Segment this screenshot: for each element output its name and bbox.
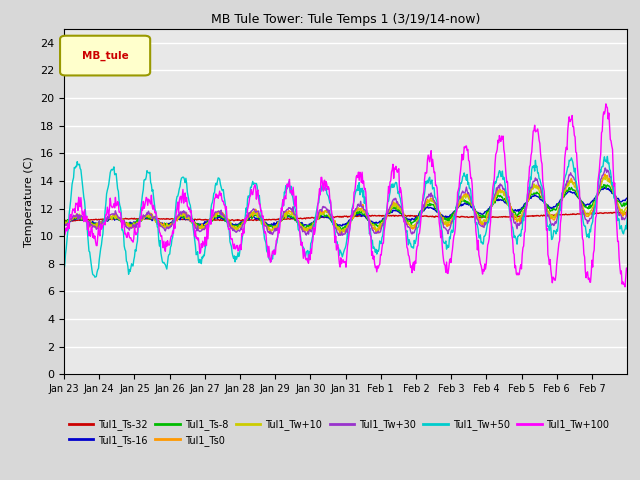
Tul1_Tw+10 bbox=[60, 222, 68, 228]
Tul1_Tw+10 bbox=[436, 213, 444, 218]
Tul1_Ts-32 bbox=[404, 213, 412, 218]
Line: Tul1_Tw+100: Tul1_Tw+100 bbox=[64, 104, 627, 287]
Tul1_Ts-32 bbox=[623, 210, 631, 216]
Tul1_Ts-16 bbox=[258, 218, 266, 224]
Tul1_Tw+100 bbox=[602, 101, 610, 107]
Tul1_Tw+10 bbox=[258, 221, 266, 227]
Tul1_Ts0 bbox=[126, 223, 134, 229]
Tul1_Ts-8 bbox=[404, 218, 412, 224]
Tul1_Tw+50 bbox=[404, 242, 412, 248]
Tul1_Tw+10 bbox=[337, 229, 345, 235]
Tul1_Ts-16 bbox=[404, 216, 412, 222]
Y-axis label: Temperature (C): Temperature (C) bbox=[24, 156, 35, 247]
Tul1_Ts0 bbox=[623, 207, 631, 213]
Tul1_Ts-16 bbox=[436, 211, 444, 216]
Tul1_Ts-8 bbox=[258, 219, 266, 225]
Tul1_Ts0 bbox=[258, 216, 266, 221]
Tul1_Ts-32 bbox=[60, 218, 68, 224]
Tul1_Ts-16 bbox=[60, 220, 68, 226]
Tul1_Ts-16 bbox=[230, 222, 237, 228]
Tul1_Tw+50 bbox=[623, 216, 631, 221]
Tul1_Tw+50 bbox=[436, 215, 444, 221]
Tul1_Ts-16 bbox=[279, 215, 287, 221]
Tul1_Tw+10 bbox=[404, 219, 412, 225]
Tul1_Ts-32 bbox=[259, 216, 266, 222]
Tul1_Tw+10 bbox=[279, 215, 287, 220]
Tul1_Tw+100 bbox=[621, 284, 629, 289]
Tul1_Tw+50 bbox=[230, 253, 238, 259]
Tul1_Ts0 bbox=[436, 210, 444, 216]
Tul1_Ts-8 bbox=[436, 211, 444, 216]
Tul1_Tw+30 bbox=[126, 225, 134, 230]
Tul1_Tw+100 bbox=[230, 246, 237, 252]
Tul1_Tw+30 bbox=[258, 216, 266, 222]
Tul1_Tw+30 bbox=[230, 226, 237, 232]
Tul1_Ts-8 bbox=[623, 199, 631, 204]
Tul1_Ts-32 bbox=[230, 218, 238, 224]
Line: Tul1_Tw+10: Tul1_Tw+10 bbox=[64, 177, 627, 232]
Tul1_Ts-16 bbox=[126, 219, 134, 225]
Tul1_Ts0 bbox=[279, 215, 287, 220]
Tul1_Ts-16 bbox=[304, 223, 312, 229]
Tul1_Tw+30 bbox=[279, 214, 287, 220]
Tul1_Ts-8 bbox=[230, 224, 237, 229]
Tul1_Tw+100 bbox=[258, 208, 266, 214]
Tul1_Tw+50 bbox=[259, 216, 266, 221]
Tul1_Tw+100 bbox=[623, 265, 631, 271]
Tul1_Tw+50 bbox=[280, 203, 287, 209]
Tul1_Tw+30 bbox=[602, 165, 609, 171]
Tul1_Ts-32 bbox=[280, 216, 287, 222]
Tul1_Ts0 bbox=[404, 221, 412, 227]
Tul1_Ts-16 bbox=[623, 195, 631, 201]
Tul1_Tw+100 bbox=[404, 246, 412, 252]
Line: Tul1_Ts-32: Tul1_Ts-32 bbox=[64, 212, 627, 221]
Tul1_Ts-32 bbox=[69, 218, 77, 224]
Tul1_Tw+30 bbox=[623, 208, 631, 214]
Line: Tul1_Tw+30: Tul1_Tw+30 bbox=[64, 168, 627, 235]
Title: MB Tule Tower: Tule Temps 1 (3/19/14-now): MB Tule Tower: Tule Temps 1 (3/19/14-now… bbox=[211, 13, 480, 26]
Tul1_Ts-32 bbox=[613, 209, 621, 215]
Tul1_Ts-32 bbox=[127, 216, 134, 221]
Tul1_Tw+10 bbox=[603, 174, 611, 180]
Legend: Tul1_Ts-32, Tul1_Ts-16, Tul1_Ts-8, Tul1_Ts0, Tul1_Tw+10, Tul1_Tw+30, Tul1_Tw+50,: Tul1_Ts-32, Tul1_Ts-16, Tul1_Ts-8, Tul1_… bbox=[69, 419, 609, 445]
Tul1_Tw+50 bbox=[127, 265, 134, 271]
Tul1_Tw+100 bbox=[126, 235, 134, 241]
Tul1_Ts-8 bbox=[340, 227, 348, 233]
FancyBboxPatch shape bbox=[60, 36, 150, 75]
Tul1_Tw+50 bbox=[60, 267, 68, 273]
Text: MB_tule: MB_tule bbox=[82, 50, 129, 61]
Tul1_Ts-16 bbox=[602, 184, 609, 190]
Tul1_Ts-8 bbox=[60, 220, 68, 226]
Tul1_Tw+100 bbox=[435, 220, 443, 226]
Tul1_Tw+10 bbox=[126, 222, 134, 228]
Tul1_Tw+100 bbox=[279, 197, 287, 203]
Line: Tul1_Ts0: Tul1_Ts0 bbox=[64, 174, 627, 234]
Tul1_Tw+10 bbox=[623, 204, 631, 210]
Tul1_Tw+50 bbox=[604, 154, 611, 159]
Tul1_Ts0 bbox=[230, 224, 237, 229]
Tul1_Tw+30 bbox=[404, 224, 412, 229]
Tul1_Ts-8 bbox=[279, 215, 287, 221]
Tul1_Ts0 bbox=[602, 171, 609, 177]
Tul1_Ts0 bbox=[338, 231, 346, 237]
Tul1_Tw+30 bbox=[60, 223, 68, 228]
Tul1_Tw+30 bbox=[335, 232, 342, 238]
Tul1_Ts-8 bbox=[600, 182, 607, 188]
Line: Tul1_Tw+50: Tul1_Tw+50 bbox=[64, 156, 627, 277]
Tul1_Tw+10 bbox=[230, 223, 237, 229]
Tul1_Tw+30 bbox=[436, 213, 444, 219]
Tul1_Tw+50 bbox=[91, 274, 99, 280]
Line: Tul1_Ts-8: Tul1_Ts-8 bbox=[64, 185, 627, 230]
Line: Tul1_Ts-16: Tul1_Ts-16 bbox=[64, 187, 627, 226]
Tul1_Ts0 bbox=[60, 223, 68, 228]
Tul1_Tw+100 bbox=[60, 225, 68, 230]
Tul1_Ts-8 bbox=[126, 222, 134, 228]
Tul1_Ts-32 bbox=[436, 214, 444, 220]
